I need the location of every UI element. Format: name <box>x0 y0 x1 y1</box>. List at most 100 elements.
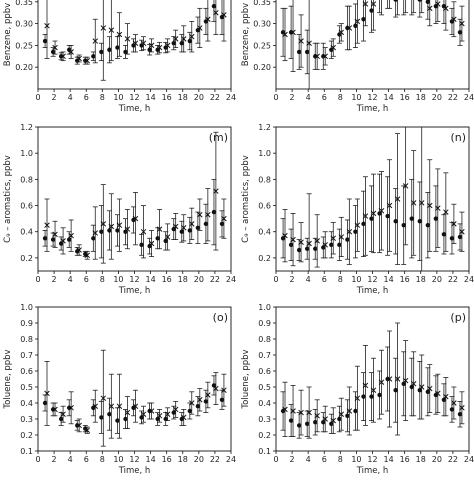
data-point-cross <box>402 183 409 189</box>
data-point-dot <box>417 219 422 224</box>
data-point-cross <box>76 247 82 253</box>
data-point-cross <box>92 230 99 236</box>
x-axis-label: Time, h <box>356 466 389 476</box>
data-point-cross <box>189 400 195 406</box>
data-point-cross <box>306 409 312 416</box>
data-point-cross <box>156 413 163 419</box>
data-point-dot <box>305 246 310 251</box>
x-tick-label: 6 <box>322 93 327 102</box>
data-point-dot <box>417 388 422 393</box>
y-tick-label: 0.6 <box>20 202 33 211</box>
data-point-cross <box>370 210 377 217</box>
data-point-dot <box>91 236 96 241</box>
data-point-cross <box>189 33 195 40</box>
y-tick-label: 0.8 <box>258 175 271 184</box>
y-axis-label: Toluene, ppbv <box>241 349 251 409</box>
data-point-cross <box>148 408 155 414</box>
data-point-cross <box>116 222 123 228</box>
x-tick-label: 12 <box>129 455 139 464</box>
data-point-dot <box>187 38 193 44</box>
data-layer <box>280 127 465 271</box>
data-point-dot <box>401 222 406 228</box>
x-tick-label: 22 <box>210 455 220 464</box>
data-point-cross <box>132 403 139 409</box>
x-tick-label: 4 <box>68 455 73 464</box>
x-tick-label: 6 <box>84 275 89 284</box>
data-point-cross <box>213 188 219 194</box>
data-layer <box>42 131 227 264</box>
data-point-dot <box>337 416 342 422</box>
data-point-cross <box>100 395 107 401</box>
data-point-cross <box>116 403 123 409</box>
data-point-dot <box>99 49 104 55</box>
data-point-cross <box>132 40 139 46</box>
data-point-dot <box>211 209 217 215</box>
y-tick-label: 0.1 <box>20 447 33 456</box>
data-point-dot <box>457 412 463 417</box>
data-point-dot <box>171 410 176 415</box>
data-point-cross <box>164 234 171 240</box>
y-tick-label: 0.6 <box>258 367 271 376</box>
x-tick-label: 24 <box>226 275 236 284</box>
data-point-cross <box>298 409 304 416</box>
data-point-cross <box>314 238 320 244</box>
data-point-cross <box>435 205 441 211</box>
data-point-dot <box>187 408 193 414</box>
data-point-cross <box>386 376 393 382</box>
x-tick-label: 22 <box>210 93 220 102</box>
data-point-cross <box>164 411 171 417</box>
panel-label: (m) <box>209 131 228 144</box>
data-point-dot <box>219 221 225 227</box>
data-point-dot <box>107 412 112 417</box>
data-point-cross <box>100 221 107 227</box>
data-point-cross <box>164 42 171 49</box>
data-point-cross <box>180 414 187 421</box>
x-tick-label: 10 <box>113 455 123 464</box>
data-point-cross <box>148 240 155 247</box>
x-tick-label: 4 <box>68 275 73 284</box>
data-point-dot <box>107 47 112 52</box>
y-tick-label: 1.0 <box>20 149 33 158</box>
y-axis-label: C₉ – aromatics, ppbv <box>3 155 13 243</box>
data-point-dot <box>211 3 217 9</box>
x-tick-label: 22 <box>448 455 458 464</box>
data-point-cross <box>418 200 425 206</box>
data-point-cross <box>116 31 123 38</box>
data-point-dot <box>50 237 56 242</box>
data-point-cross <box>306 40 312 46</box>
data-point-cross <box>124 226 131 232</box>
y-tick-label: 0.7 <box>258 351 271 360</box>
data-point-dot <box>171 41 176 46</box>
data-point-cross <box>197 25 203 31</box>
y-tick-label: 0.30 <box>253 20 271 29</box>
data-point-cross <box>427 5 433 12</box>
x-tick-label: 2 <box>290 455 295 464</box>
data-point-cross <box>189 221 195 227</box>
x-tick-label: 22 <box>448 93 458 102</box>
data-point-cross <box>386 202 393 209</box>
x-axis-label: Time, h <box>118 104 151 114</box>
x-tick-label: 6 <box>322 275 327 284</box>
data-point-cross <box>44 222 50 228</box>
data-point-cross <box>354 395 361 401</box>
data-point-cross <box>84 252 90 259</box>
data-point-cross <box>330 417 337 424</box>
data-point-dot <box>115 45 120 50</box>
y-tick-label: 0.2 <box>258 431 271 440</box>
x-tick-label: 24 <box>464 93 474 102</box>
x-tick-label: 10 <box>351 275 361 284</box>
data-point-dot <box>353 23 358 28</box>
x-tick-label: 8 <box>100 275 105 284</box>
data-point-cross <box>290 236 296 243</box>
data-point-cross <box>322 416 328 422</box>
y-axis-label: Benzene, ppbv <box>3 3 13 66</box>
data-point-cross <box>410 200 417 206</box>
x-tick-label: 22 <box>448 275 458 284</box>
data-point-cross <box>100 25 107 31</box>
data-point-dot <box>401 381 406 386</box>
x-tick-label: 14 <box>383 275 393 284</box>
data-point-dot <box>107 228 112 233</box>
data-point-cross <box>459 405 465 411</box>
y-tick-label: 0.25 <box>253 41 271 50</box>
data-point-cross <box>221 387 227 393</box>
